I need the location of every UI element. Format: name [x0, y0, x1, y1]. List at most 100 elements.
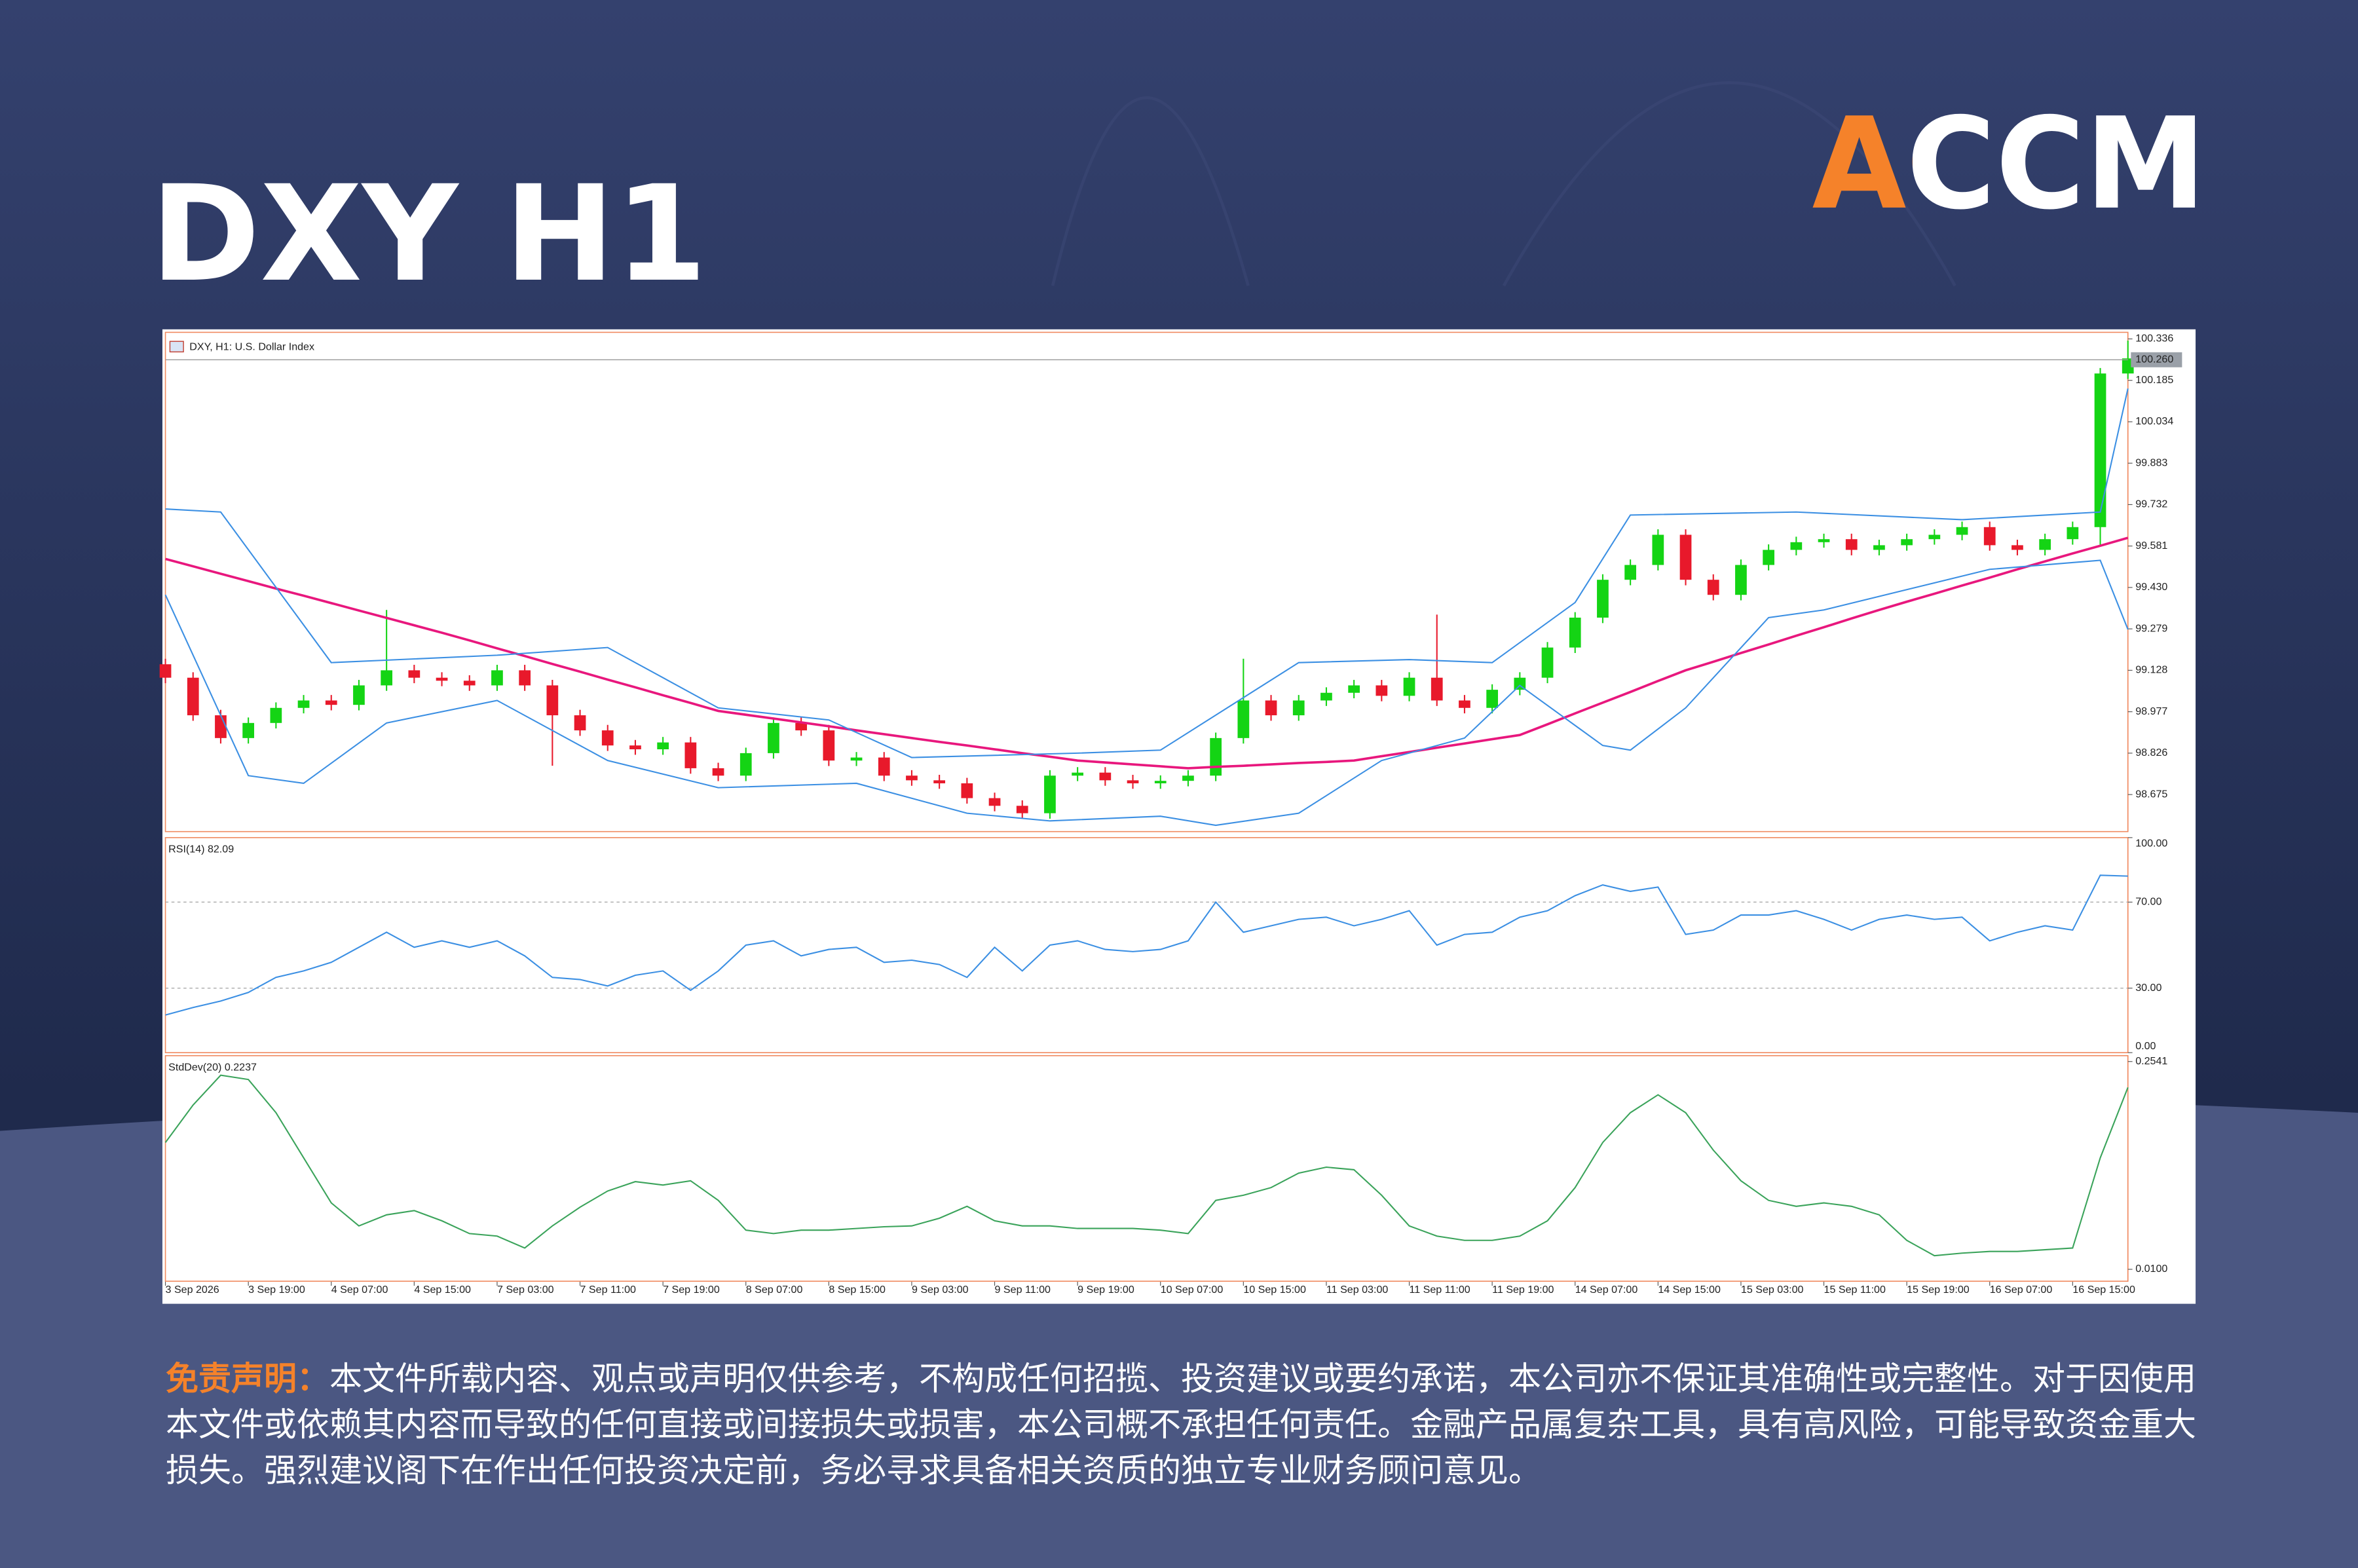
y-tick-label: 99.430 — [2135, 581, 2167, 593]
indicator-line — [165, 536, 2129, 770]
candle-body — [574, 715, 586, 731]
y-tick-label: 98.826 — [2135, 747, 2167, 758]
candle-body — [850, 757, 863, 761]
indicator-line — [165, 874, 2128, 1016]
indicator-title: StdDev(20) 0.2237 — [168, 1061, 257, 1073]
indicator-line — [164, 1074, 2129, 1257]
x-tick-label: 10 Sep 15:00 — [1243, 1284, 1306, 1296]
x-tick-label: 7 Sep 11:00 — [580, 1284, 637, 1296]
candle-body — [657, 742, 669, 750]
candle-body — [712, 768, 724, 776]
x-tick-label: 11 Sep 03:00 — [1326, 1284, 1388, 1296]
x-tick-label: 4 Sep 07:00 — [331, 1284, 388, 1296]
candle-body — [436, 677, 448, 681]
candle-body — [270, 707, 282, 723]
candle-body — [1320, 692, 1332, 701]
candle-body — [823, 730, 835, 761]
x-tick-label: 4 Sep 15:00 — [414, 1284, 471, 1296]
candle-body — [1459, 700, 1470, 708]
x-tick-label: 11 Sep 11:00 — [1410, 1284, 1470, 1296]
x-tick-label: 8 Sep 07:00 — [746, 1284, 803, 1296]
candle-body — [353, 685, 365, 705]
candle-body — [2122, 358, 2134, 374]
x-tick-label: 3 Sep 2026 — [166, 1284, 219, 1296]
x-tick-label: 14 Sep 07:00 — [1575, 1284, 1638, 1296]
candle-body — [1210, 737, 1222, 776]
x-tick-label: 7 Sep 03:00 — [497, 1284, 554, 1296]
candle-body — [1237, 700, 1250, 738]
candle-body — [159, 664, 172, 678]
last-price-box — [2131, 352, 2182, 367]
x-tick-label: 3 Sep 19:00 — [248, 1284, 305, 1296]
y-tick-label: 98.977 — [2135, 705, 2167, 717]
candle-body — [1652, 534, 1664, 565]
chart-frame — [162, 329, 2196, 1304]
x-tick-label: 9 Sep 19:00 — [1077, 1284, 1134, 1296]
indicator-title: RSI(14) 82.09 — [168, 843, 234, 855]
candle-body — [1182, 775, 1194, 781]
logo: ACCM — [1812, 91, 2207, 238]
indicator-line — [164, 559, 2129, 827]
candle-body — [1845, 539, 1858, 550]
candle-body — [1044, 775, 1056, 813]
chart: 100.336 100.185 100.034 99.883 99.732 99.581 9… — [159, 331, 2182, 1296]
last-price-label: 100.260 — [2135, 354, 2173, 365]
candle-body — [2039, 539, 2051, 550]
y-tick-label: 100.034 — [2135, 415, 2173, 427]
y-tick-label: 99.883 — [2135, 457, 2167, 468]
y-tick-label: 0.0100 — [2135, 1263, 2167, 1275]
candle-body — [463, 681, 476, 686]
candle-body — [1486, 690, 1498, 708]
y-tick-label: 0.00 — [2135, 1040, 2156, 1052]
x-tick-label: 16 Sep 15:00 — [2072, 1284, 2135, 1296]
candle-body — [1376, 685, 1388, 696]
candle-body — [1901, 539, 1913, 546]
candle-body — [325, 700, 337, 705]
candle-body — [519, 670, 531, 686]
candle-body — [297, 700, 310, 708]
candle-body — [546, 685, 559, 716]
candle-body — [1348, 685, 1360, 693]
candle-body — [1265, 700, 1277, 716]
candle-body — [768, 722, 779, 753]
y-tick-label: 100.00 — [2135, 837, 2167, 849]
candle-body — [1983, 527, 1996, 546]
y-tick-label: 98.675 — [2135, 788, 2167, 800]
y-tick-label: 99.581 — [2135, 540, 2167, 551]
y-tick-label: 70.00 — [2135, 896, 2162, 908]
candle-body — [215, 715, 227, 738]
candle-body — [1154, 781, 1167, 783]
candle-body — [1818, 539, 1830, 542]
candle-body — [1928, 534, 1941, 540]
background-decoration — [1051, 81, 1956, 287]
x-tick-label: 14 Sep 15:00 — [1658, 1284, 1721, 1296]
disclaimer-text: 本文件所载内容、观点或声明仅供参考，不构成任何招揽、投资建议或要约承诺，本公司亦… — [166, 1360, 2196, 1489]
x-tick-label: 15 Sep 11:00 — [1824, 1284, 1886, 1296]
candle-body — [878, 757, 890, 776]
title-icon — [169, 341, 184, 352]
x-tick-label: 8 Sep 15:00 — [829, 1284, 886, 1296]
candle-body — [961, 783, 973, 798]
candle-body — [1431, 677, 1443, 701]
candle-body — [2012, 545, 2023, 550]
x-tick-label: 9 Sep 11:00 — [995, 1284, 1051, 1296]
candle-body — [1735, 565, 1747, 595]
candle-body — [988, 798, 1001, 806]
x-tick-label: 16 Sep 07:00 — [1990, 1284, 2053, 1296]
candle-body — [1569, 617, 1581, 648]
candle-body — [739, 753, 752, 776]
x-tick-label: 9 Sep 03:00 — [912, 1284, 969, 1296]
candle-body — [381, 670, 393, 686]
candle-body — [1072, 772, 1084, 776]
candle-body — [601, 730, 614, 746]
candle-body — [1597, 580, 1609, 618]
candle-body — [629, 745, 641, 750]
candle-body — [1624, 565, 1636, 580]
y-tick-label: 30.00 — [2135, 982, 2162, 994]
y-tick-label: 99.128 — [2135, 664, 2167, 676]
candle-body — [2067, 527, 2079, 540]
indicator-line — [165, 388, 2129, 758]
candle-body — [1127, 780, 1139, 783]
